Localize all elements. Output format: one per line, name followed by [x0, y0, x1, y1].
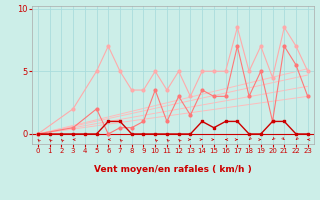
X-axis label: Vent moyen/en rafales ( km/h ): Vent moyen/en rafales ( km/h ) — [94, 165, 252, 174]
